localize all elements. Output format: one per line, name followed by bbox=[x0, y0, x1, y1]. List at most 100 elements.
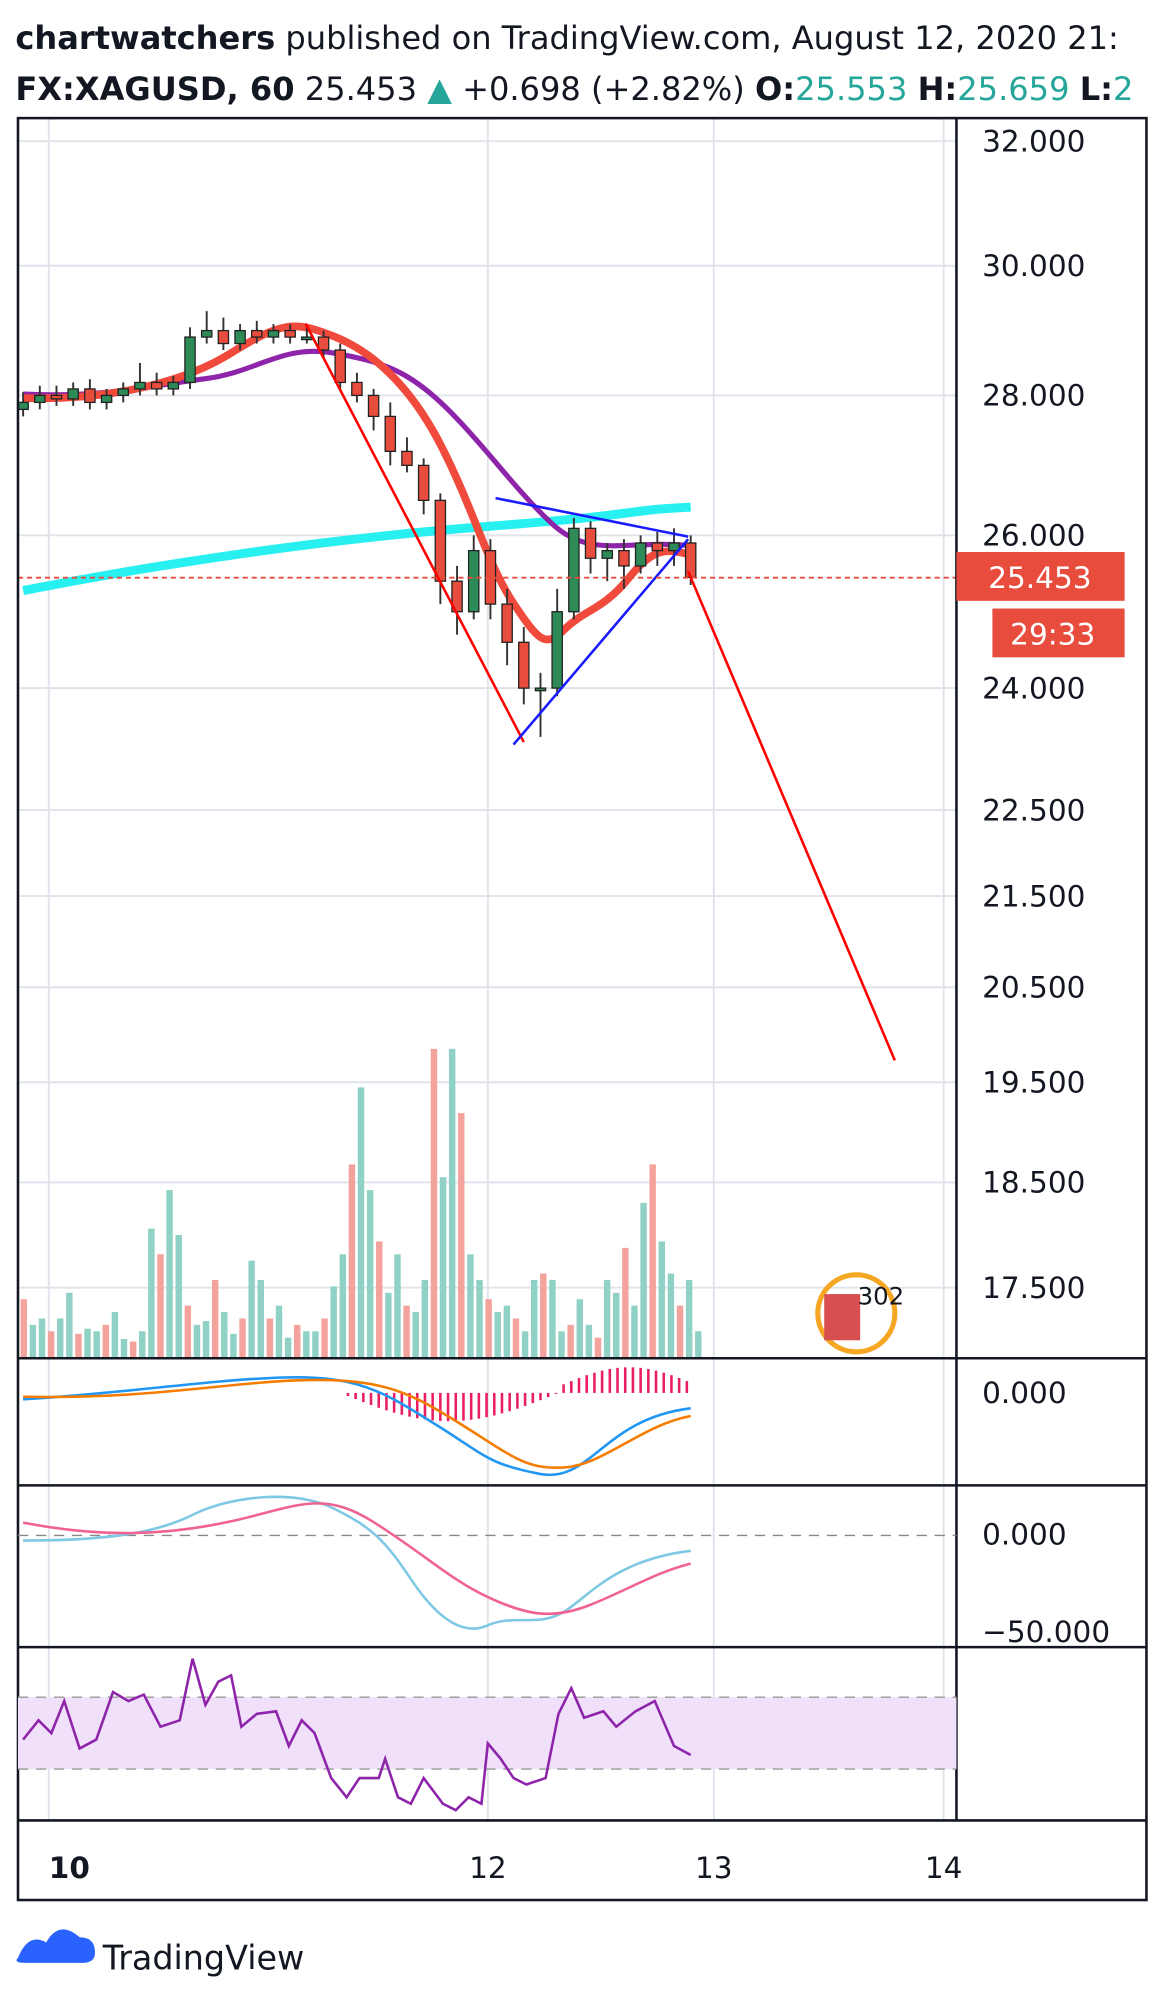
volume-bar bbox=[339, 1254, 346, 1357]
signal-line bbox=[23, 1378, 691, 1469]
volume-bar bbox=[193, 1324, 201, 1357]
volume bbox=[20, 1048, 702, 1357]
tv-logo bbox=[16, 1929, 96, 1963]
header-line2: FX:XAGUSD, 60 25.453 ▲ +0.698 (+2.82%) O… bbox=[15, 70, 1133, 108]
candle-body bbox=[167, 381, 180, 390]
candle-body bbox=[401, 450, 413, 467]
candle-body bbox=[217, 329, 230, 345]
candle-body bbox=[50, 394, 63, 400]
up-arrow: ▲ bbox=[427, 70, 452, 108]
volume-bar bbox=[594, 1337, 602, 1357]
volume-bar bbox=[102, 1324, 110, 1357]
candle-body bbox=[684, 542, 697, 578]
candle-body bbox=[634, 542, 647, 567]
candle-body bbox=[301, 336, 313, 341]
volume-bar bbox=[540, 1273, 547, 1357]
volume-bar bbox=[695, 1331, 702, 1357]
volume-bar bbox=[111, 1312, 119, 1357]
volume-bar bbox=[20, 1299, 27, 1357]
grid bbox=[17, 118, 957, 1821]
h-label: H: bbox=[918, 70, 958, 108]
volume-bar bbox=[530, 1279, 538, 1357]
frame bbox=[16, 116, 1148, 1902]
volume-bar bbox=[139, 1331, 146, 1357]
candle-body bbox=[534, 687, 547, 692]
volume-bar bbox=[385, 1292, 392, 1357]
volume-bar bbox=[421, 1279, 429, 1357]
volume-bar bbox=[649, 1164, 656, 1357]
volume-bar bbox=[321, 1318, 328, 1357]
symbol: FX:XAGUSD, 60 bbox=[15, 70, 294, 108]
candle-body bbox=[334, 349, 346, 384]
l-label: L: bbox=[1080, 70, 1113, 108]
volume-bar bbox=[57, 1318, 64, 1357]
volume-bar bbox=[567, 1324, 574, 1357]
volume-bar bbox=[239, 1318, 246, 1357]
volume-bar bbox=[439, 1177, 447, 1357]
volume-bar bbox=[248, 1260, 255, 1357]
volume-bar bbox=[175, 1235, 182, 1357]
volume-bar bbox=[157, 1254, 164, 1357]
candle-body bbox=[200, 329, 213, 338]
h-value: 25.659 bbox=[957, 70, 1069, 108]
volume-bar bbox=[284, 1337, 292, 1357]
volume-bar bbox=[294, 1324, 301, 1357]
volume-bar bbox=[576, 1299, 583, 1357]
volume-bar bbox=[485, 1299, 492, 1357]
volume-bar bbox=[512, 1318, 520, 1357]
candle-body bbox=[34, 394, 46, 404]
candle-body bbox=[651, 542, 664, 552]
footer-brand: TradingView bbox=[102, 1938, 305, 1977]
y-tick-label: 20.500 bbox=[982, 971, 1085, 1005]
candle-body bbox=[551, 611, 563, 689]
candle-body bbox=[317, 336, 330, 351]
volume-bar bbox=[503, 1305, 511, 1357]
y-tick-label: 28.000 bbox=[982, 379, 1085, 413]
candle-body bbox=[384, 415, 397, 453]
x-tick-label: 14 bbox=[925, 1851, 963, 1885]
candle-body bbox=[568, 527, 580, 613]
y-tick-label: 21.500 bbox=[982, 879, 1085, 913]
ma-fast bbox=[22, 322, 692, 644]
volume-bar bbox=[376, 1241, 383, 1357]
x-tick-label: 10 bbox=[49, 1851, 90, 1885]
trend-line bbox=[304, 322, 525, 743]
volume-bar bbox=[230, 1333, 237, 1357]
volume-bar bbox=[458, 1113, 465, 1357]
macd-line bbox=[23, 1376, 691, 1477]
candle-body bbox=[584, 527, 597, 559]
candle-body bbox=[501, 603, 513, 643]
volume-bar bbox=[467, 1254, 474, 1357]
rsi-line bbox=[22, 1658, 692, 1812]
trend-line bbox=[512, 538, 690, 746]
candles bbox=[17, 311, 697, 737]
volume-bar bbox=[184, 1305, 192, 1357]
volume-bar bbox=[448, 1048, 456, 1357]
volume-bar bbox=[166, 1190, 173, 1357]
y-tick-label: 19.500 bbox=[982, 1066, 1085, 1100]
volume-bar bbox=[202, 1321, 210, 1357]
candle-body bbox=[601, 549, 614, 559]
badge[interactable] bbox=[815, 1272, 898, 1355]
volume-bar bbox=[658, 1241, 666, 1357]
candle-body bbox=[668, 542, 680, 552]
volume-bar bbox=[613, 1292, 620, 1357]
volume-bar bbox=[549, 1279, 556, 1357]
badge-text: 302 bbox=[858, 1281, 905, 1310]
volume-bar bbox=[585, 1324, 593, 1357]
volume-bar bbox=[685, 1279, 693, 1357]
x-tick-label: 12 bbox=[469, 1851, 507, 1885]
candle-body bbox=[467, 549, 480, 613]
candle-body bbox=[17, 401, 29, 411]
candle-body bbox=[67, 388, 79, 400]
candle-body bbox=[267, 329, 280, 338]
o-label: O: bbox=[755, 70, 795, 108]
volume-bar bbox=[640, 1202, 647, 1357]
volume-bar bbox=[394, 1254, 401, 1357]
osc-axis-label: 0.000 bbox=[982, 1517, 1067, 1551]
change: +0.698 (+2.82%) bbox=[462, 70, 745, 108]
x-tick-label: 13 bbox=[695, 1851, 733, 1885]
volume-bar bbox=[221, 1312, 228, 1357]
